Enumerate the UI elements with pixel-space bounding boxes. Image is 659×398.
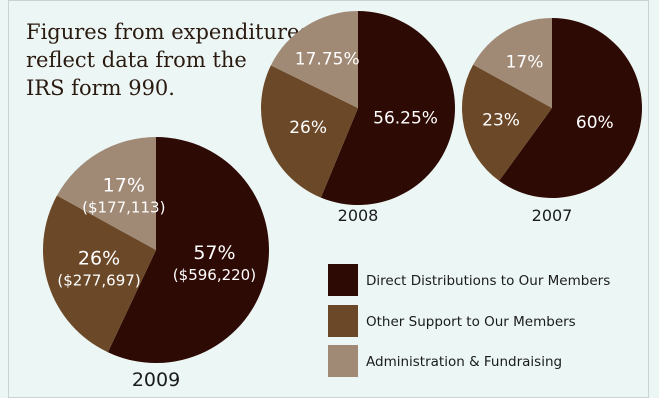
pie-2007-label-admin: 17% — [506, 53, 544, 73]
pie-2009-slice-other — [42, 195, 156, 353]
pie-2009-amount-direct: ($596,220) — [173, 266, 256, 284]
pie-2008-year-label: 2008 — [338, 206, 379, 225]
legend-label-other: Other Support to Our Members — [366, 314, 576, 330]
pie-2007-label-direct: 60% — [576, 113, 614, 133]
legend-swatch-direct — [328, 264, 358, 296]
pie-2007-year-label: 2007 — [532, 206, 573, 225]
legend-label-admin: Administration & Fundraising — [366, 354, 562, 370]
pie-2009-label-other: 26% — [78, 248, 120, 270]
legend-swatch-other — [328, 305, 358, 337]
legend-swatch-admin — [328, 345, 358, 377]
pie-2009-slice-direct — [107, 137, 270, 363]
legend-label-direct: Direct Distributions to Our Members — [366, 273, 610, 289]
pie-2008-label-direct: 56.25% — [373, 108, 438, 128]
note-line-1: Figures from expenditures — [26, 20, 310, 44]
pie-2009-amount-other: ($277,697) — [57, 272, 140, 290]
pie-2009-label-direct: 57% — [193, 242, 235, 264]
pie-2007-label-other: 23% — [482, 110, 520, 130]
pie-2007-slice-admin — [473, 18, 552, 108]
pie-2008-label-other: 26% — [289, 118, 327, 138]
pie-2008-slice-direct — [320, 11, 455, 205]
pie-2007-slice-direct — [499, 18, 643, 198]
legend: Direct Distributions to Our Members Othe… — [328, 264, 610, 377]
pie-2009-year-label: 2009 — [132, 369, 180, 391]
pie-2007-slice-other — [461, 64, 552, 181]
pie-2009-slice-admin — [56, 137, 157, 250]
pie-charts-group: 57% ($596,220) 26% ($277,697) 17% ($177,113) 2… — [42, 11, 643, 391]
pie-2008-slice-other — [260, 65, 358, 198]
pie-2008-label-admin: 17.75% — [295, 50, 360, 70]
pie-2008-slice-admin — [270, 11, 358, 108]
pie-2009-label-admin: 17% — [103, 175, 145, 197]
pie-2009-amount-admin: ($177,113) — [82, 199, 165, 217]
note-line-3: IRS form 990. — [26, 76, 175, 100]
note-line-2: reflect data from the — [26, 48, 247, 72]
